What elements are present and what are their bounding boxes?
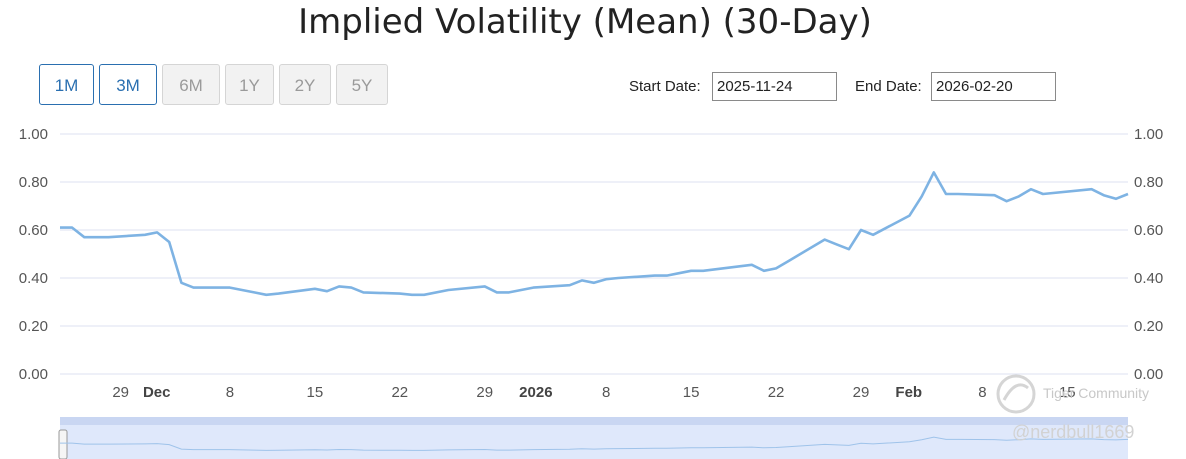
y-axis-right: 0.00 0.20 0.40 0.60 0.80 1.00: [1134, 126, 1163, 383]
y-tick-label: 0.80: [19, 174, 48, 191]
tiger-logo-icon: [996, 374, 1036, 414]
navigator-series-line: [60, 436, 1129, 451]
y-tick-label: 1.00: [19, 126, 48, 143]
y-tick-label: 1.00: [1134, 126, 1163, 143]
watermark-user: @nerdbull1669: [1012, 422, 1135, 442]
series-line: [60, 171, 1129, 297]
range-button-1m[interactable]: 1M: [39, 64, 94, 105]
y-tick-label: 0.80: [1134, 174, 1163, 191]
x-tick-label: 22: [391, 384, 408, 401]
x-tick-label: 15: [307, 384, 324, 401]
x-tick-label: Dec: [143, 384, 171, 401]
x-tick-label: 29: [853, 384, 870, 401]
navigator-scrollbar[interactable]: [60, 417, 1128, 425]
range-button-3m[interactable]: 3M: [99, 64, 157, 105]
y-tick-label: 0.00: [1134, 366, 1163, 383]
x-tick-label: 29: [476, 384, 493, 401]
x-tick-label: 8: [602, 384, 610, 401]
x-tick-label: Feb: [895, 384, 922, 401]
y-axis-left: 0.00 0.20 0.40 0.60 0.80 1.00: [19, 126, 48, 383]
navigator[interactable]: [58, 417, 1129, 459]
y-tick-label: 0.40: [19, 270, 48, 287]
end-date-input[interactable]: [931, 72, 1056, 101]
start-date-label: Start Date:: [629, 78, 701, 95]
y-tick-label: 0.00: [19, 366, 48, 383]
x-tick-label: 8: [978, 384, 986, 401]
x-tick-label: 22: [768, 384, 785, 401]
x-tick-label: 29: [112, 384, 129, 401]
range-button-6m[interactable]: 6M: [162, 64, 220, 105]
x-tick-label: 2026: [519, 384, 552, 401]
grid-lines: [60, 133, 1128, 375]
y-tick-label: 0.40: [1134, 270, 1163, 287]
y-tick-label: 0.20: [1134, 318, 1163, 335]
start-date-input[interactable]: [712, 72, 837, 101]
watermark-brand: Tiger Community: [1043, 385, 1150, 401]
x-tick-label: 15: [1059, 384, 1076, 401]
x-tick-label: 8: [226, 384, 234, 401]
range-button-2y[interactable]: 2Y: [279, 64, 331, 105]
range-button-5y[interactable]: 5Y: [336, 64, 388, 105]
range-button-1y[interactable]: 1Y: [225, 64, 274, 105]
y-tick-label: 0.20: [19, 318, 48, 335]
x-tick-label: 15: [683, 384, 700, 401]
y-tick-label: 0.60: [19, 222, 48, 239]
chart-title: Implied Volatility (Mean) (30-Day): [298, 2, 872, 42]
x-axis: 29 Dec 8 15 22 29 2026 8 15 22 29 Feb 8 15: [112, 384, 1075, 401]
y-tick-label: 0.60: [1134, 222, 1163, 239]
end-date-label: End Date:: [855, 78, 922, 95]
navigator-handle-left[interactable]: [58, 429, 68, 459]
